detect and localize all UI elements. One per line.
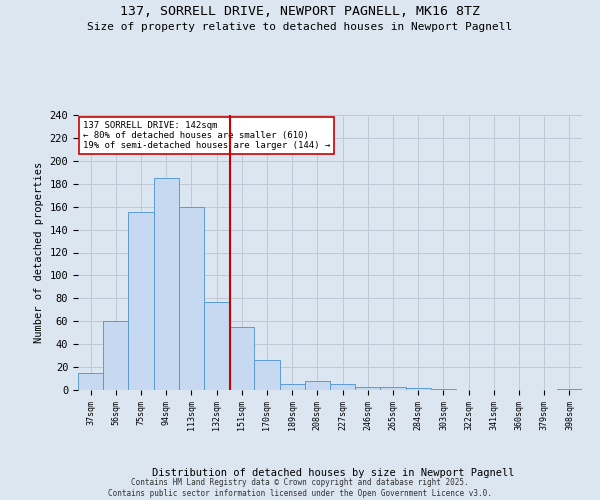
Bar xyxy=(154,178,179,390)
Bar xyxy=(179,206,204,390)
Bar xyxy=(305,381,330,390)
Text: 137, SORRELL DRIVE, NEWPORT PAGNELL, MK16 8TZ: 137, SORRELL DRIVE, NEWPORT PAGNELL, MK1… xyxy=(120,5,480,18)
Bar xyxy=(103,322,128,390)
Bar xyxy=(254,360,280,390)
Bar xyxy=(229,327,254,390)
Text: Contains HM Land Registry data © Crown copyright and database right 2025.
Contai: Contains HM Land Registry data © Crown c… xyxy=(108,478,492,498)
Text: Size of property relative to detached houses in Newport Pagnell: Size of property relative to detached ho… xyxy=(88,22,512,32)
Bar xyxy=(330,384,355,390)
Text: 137 SORRELL DRIVE: 142sqm
← 80% of detached houses are smaller (610)
19% of semi: 137 SORRELL DRIVE: 142sqm ← 80% of detac… xyxy=(83,120,330,150)
Bar xyxy=(557,389,582,390)
Y-axis label: Number of detached properties: Number of detached properties xyxy=(34,162,44,343)
Bar xyxy=(406,388,431,390)
Text: Distribution of detached houses by size in Newport Pagnell: Distribution of detached houses by size … xyxy=(152,468,514,477)
Bar xyxy=(355,386,380,390)
Bar xyxy=(128,212,154,390)
Bar xyxy=(380,386,406,390)
Bar xyxy=(204,302,229,390)
Bar xyxy=(431,389,456,390)
Bar xyxy=(280,384,305,390)
Bar xyxy=(78,373,103,390)
